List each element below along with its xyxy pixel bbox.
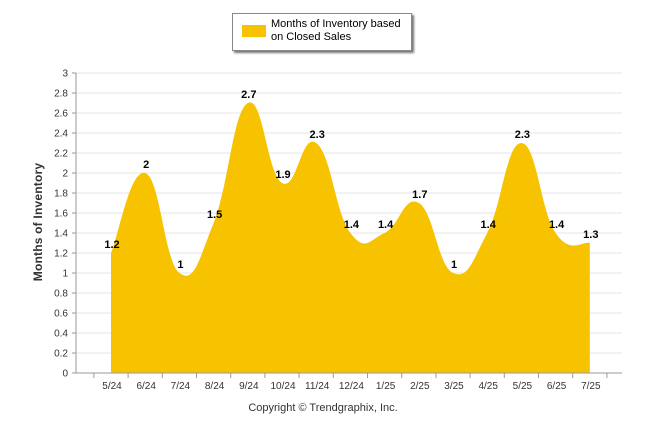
x-tick-label: 5/25 [513, 381, 533, 392]
y-tick-label: 0 [62, 369, 68, 380]
data-label: 1.3 [583, 229, 598, 241]
x-tick-label: 6/24 [136, 381, 156, 392]
x-tick-label: 4/25 [478, 381, 498, 392]
y-tick-label: 2.4 [54, 129, 68, 140]
x-tick-label: 8/24 [205, 381, 225, 392]
y-tick-label: 1.2 [54, 249, 68, 260]
x-tick-label: 1/25 [376, 381, 396, 392]
x-tick-label: 6/25 [547, 381, 567, 392]
data-label: 1 [177, 259, 183, 271]
y-tick-label: 2.8 [54, 89, 68, 100]
legend: Months of Inventory based on Closed Sale… [232, 13, 412, 51]
x-tick-label: 2/25 [410, 381, 430, 392]
x-tick-label: 7/24 [171, 381, 191, 392]
data-label: 1.7 [412, 189, 427, 201]
data-label: 2.7 [241, 89, 256, 101]
axis-layer: 0 0.2 0.4 0.6 0.8 1 1.2 1.4 1.6 1.8 2 2.2 2.4 2.6 2.8 3… [54, 69, 622, 392]
x-tick-label: 10/24 [270, 381, 295, 392]
data-label: 2.3 [515, 129, 530, 141]
y-tick-label: 2.2 [54, 149, 68, 160]
area-series [111, 102, 590, 374]
y-tick-label: 0.2 [54, 349, 68, 360]
data-label: 2 [143, 159, 149, 171]
x-tick-label: 12/24 [339, 381, 364, 392]
y-tick-label: 0.4 [54, 329, 68, 340]
y-tick-label: 1.4 [54, 229, 68, 240]
y-tick-label: 0.6 [54, 309, 68, 320]
data-label: 2.3 [310, 129, 325, 141]
x-tick-label: 7/25 [581, 381, 601, 392]
y-axis-title: Months of Inventory [31, 162, 45, 282]
y-tick-label: 1 [62, 269, 68, 280]
legend-swatch [242, 25, 266, 37]
x-tick-label: 5/24 [102, 381, 122, 392]
data-label: 1.9 [275, 169, 290, 181]
legend-label: Months of Inventory based on Closed Sale… [271, 18, 401, 43]
data-label: 1.5 [207, 209, 222, 221]
data-label: 1.4 [481, 219, 497, 231]
y-tick-label: 3 [62, 69, 68, 80]
y-tick-label: 2.6 [54, 109, 68, 120]
data-label: 1.4 [344, 219, 360, 231]
y-tick-label: 1.6 [54, 209, 68, 220]
y-tick-label: 2 [62, 169, 68, 180]
data-label: 1.4 [549, 219, 565, 231]
y-tick-label: 1.8 [54, 189, 68, 200]
x-tick-label: 9/24 [239, 381, 259, 392]
copyright-text: Copyright © Trendgraphix, Inc. [248, 402, 398, 414]
data-label-layer: 1.2 2 1 1.5 2.7 1.9 2.3 1.4 1.4 1.7 1 1.4 2.3 1.4 1.3 [104, 89, 598, 271]
data-label: 1.2 [104, 239, 119, 251]
area-layer [111, 102, 590, 374]
data-label: 1.4 [378, 219, 394, 231]
x-tick-label: 3/25 [444, 381, 464, 392]
x-tick-label: 11/24 [305, 381, 330, 392]
y-tick-label: 0.8 [54, 289, 68, 300]
data-label: 1 [451, 259, 457, 271]
